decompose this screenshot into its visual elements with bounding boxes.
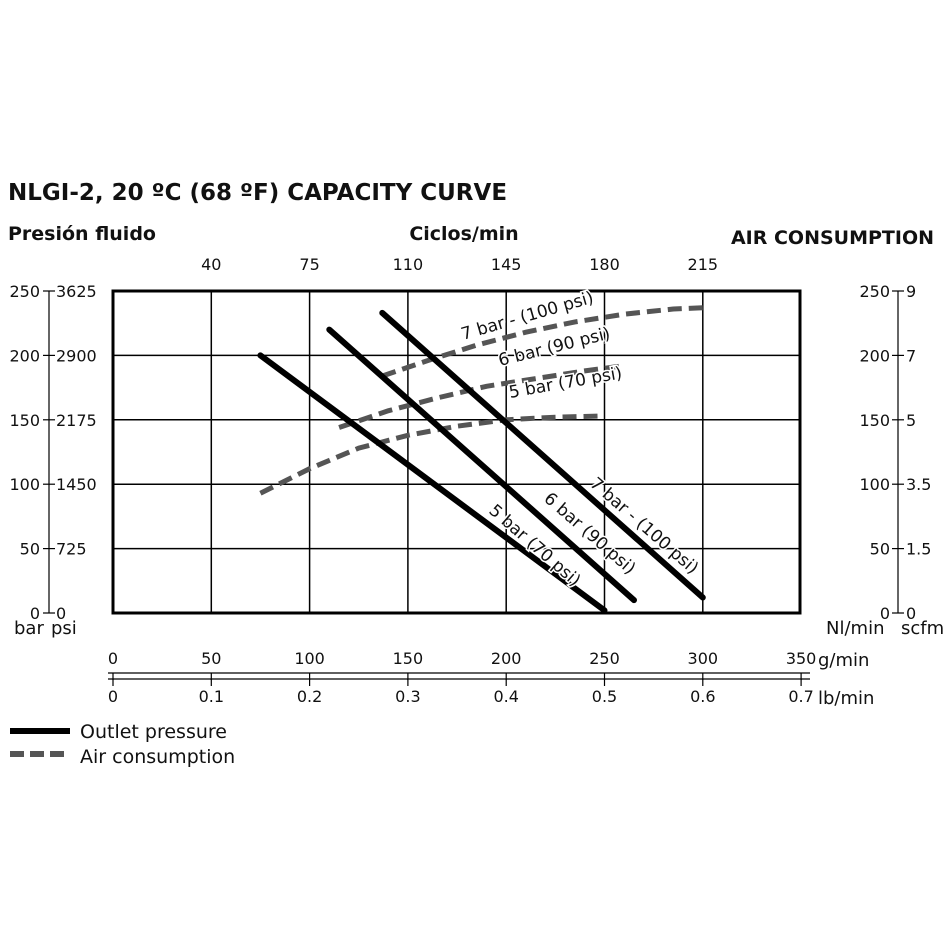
- outlet-pressure-curves: [257, 309, 706, 614]
- right-tick-nlmin-4: 50: [870, 540, 890, 559]
- right-tick-scfm-5: 0: [906, 604, 916, 623]
- gmin-tick-label-6: 300: [688, 649, 719, 668]
- air-curve-2: [381, 305, 703, 379]
- air-consumption-curves: [259, 305, 703, 496]
- right-tick-scfm-1: 7: [906, 346, 916, 365]
- left-tick-bar-0: 250: [9, 282, 40, 301]
- right-axis-title: AIR CONSUMPTION: [731, 227, 934, 249]
- gmin-tick-label-4: 200: [491, 649, 522, 668]
- air-curve-label-1: 6 bar (90 psi): [496, 324, 612, 371]
- gmin-tick-label-2: 100: [294, 649, 325, 668]
- air-curve-0: [259, 413, 605, 496]
- cycles-tick-label-3: 145: [491, 255, 522, 274]
- left-tick-bar-2: 150: [9, 411, 40, 430]
- right-tick-nlmin-1: 200: [859, 346, 890, 365]
- lbmin-unit: lb/min: [818, 688, 874, 709]
- right-tick-nlmin-3: 100: [859, 475, 890, 494]
- outlet-curve-1: [326, 326, 637, 604]
- left-tick-bar-1: 200: [9, 346, 40, 365]
- cycles-tick-label-2: 110: [393, 255, 424, 274]
- left-tick-psi-2: 2175: [56, 411, 97, 430]
- gmin-tick-label-3: 150: [393, 649, 424, 668]
- cycles-tick-label-1: 75: [299, 255, 319, 274]
- cycles-tick-label-4: 180: [589, 255, 620, 274]
- gmin-tick-label-7: 350: [786, 649, 817, 668]
- right-tick-nlmin-5: 0: [880, 604, 890, 623]
- right-tick-scfm-3: 3.5: [906, 475, 931, 494]
- lbmin-tick-label-7: 0.7: [788, 687, 813, 706]
- lbmin-tick-label-0: 0: [108, 687, 118, 706]
- grid: [113, 291, 800, 613]
- left-tick-psi-4: 725: [56, 540, 87, 559]
- lbmin-tick-label-2: 0.2: [297, 687, 322, 706]
- left-tick-psi-3: 1450: [56, 475, 97, 494]
- outlet-curve-label-2: 7 bar - (100 psi): [586, 474, 702, 579]
- cycles-tick-label-5: 215: [688, 255, 719, 274]
- right-tick-nlmin-2: 150: [859, 411, 890, 430]
- lbmin-tick-label-1: 0.1: [199, 687, 224, 706]
- gmin-tick-label-1: 50: [201, 649, 221, 668]
- lbmin-tick-label-4: 0.4: [493, 687, 518, 706]
- left-tick-bar-4: 50: [20, 540, 40, 559]
- outlet-curve-0: [257, 352, 608, 614]
- left-tick-psi-5: 0: [56, 604, 66, 623]
- air-curve-label-0: 5 bar (70 psi): [507, 363, 623, 403]
- right-tick-scfm-4: 1.5: [906, 540, 931, 559]
- left-unit-bar: bar: [14, 618, 44, 639]
- outlet-curve-2: [379, 309, 706, 601]
- cycles-tick-label-0: 40: [201, 255, 221, 274]
- left-tick-psi-1: 2900: [56, 346, 97, 365]
- left-tick-bar-5: 0: [30, 604, 40, 623]
- gmin-tick-label-5: 250: [589, 649, 620, 668]
- gmin-unit: g/min: [818, 650, 869, 671]
- right-tick-nlmin-0: 250: [859, 282, 890, 301]
- gmin-tick-label-0: 0: [108, 649, 118, 668]
- chart-title: NLGI-2, 20 ºC (68 ºF) CAPACITY CURVE: [8, 180, 507, 206]
- right-tick-scfm-0: 9: [906, 282, 916, 301]
- right-unit-scfm: scfm: [901, 618, 944, 639]
- left-tick-psi-0: 3625: [56, 282, 97, 301]
- top-axis-title: Ciclos/min: [409, 223, 518, 245]
- lbmin-tick-label-3: 0.3: [395, 687, 420, 706]
- air-curve-1: [338, 363, 625, 430]
- right-tick-scfm-2: 5: [906, 411, 916, 430]
- left-unit-psi: psi: [51, 618, 77, 639]
- curve-labels: 5 bar (70 psi)6 bar (90 psi) 7 bar - (100…: [457, 286, 703, 592]
- left-tick-bar-3: 100: [9, 475, 40, 494]
- left-axis-title: Presión fluido: [8, 223, 156, 245]
- right-unit-nlmin: Nl/min: [826, 618, 884, 639]
- legend-label-outlet: Outlet pressure: [80, 721, 227, 743]
- legend-label-air: Air consumption: [80, 746, 235, 768]
- legend: Outlet pressure Air consumption: [10, 721, 235, 768]
- lbmin-tick-label-6: 0.6: [690, 687, 715, 706]
- lbmin-tick-label-5: 0.5: [592, 687, 617, 706]
- plot-frame: [111, 289, 802, 615]
